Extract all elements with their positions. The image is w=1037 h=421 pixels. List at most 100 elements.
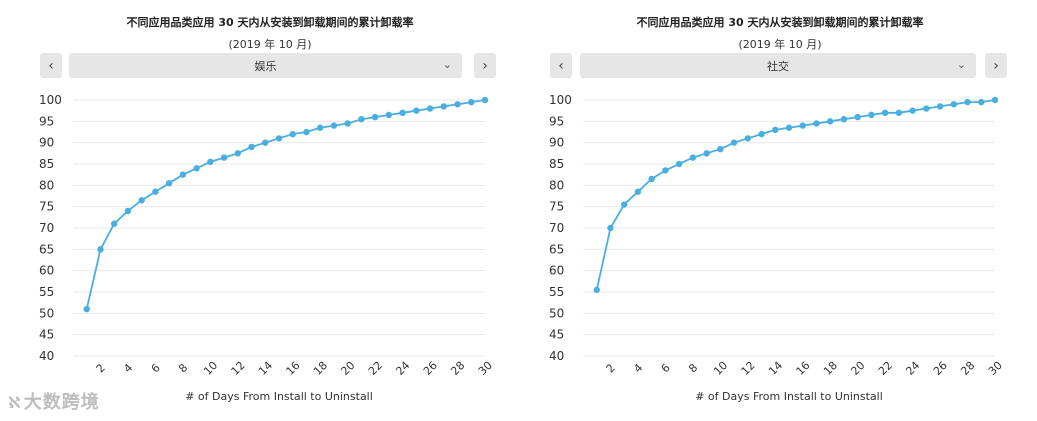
x-tick-label: 28 bbox=[448, 359, 467, 378]
x-axis-label: # of Days From Install to Uninstall bbox=[185, 390, 373, 403]
chart-title: 不同应用品类应用 30 天内从安装到卸载期间的累计卸载率 bbox=[126, 16, 414, 29]
x-tick-label: 26 bbox=[931, 359, 950, 378]
data-point bbox=[138, 197, 145, 204]
y-tick-label: 75 bbox=[549, 200, 564, 214]
x-tick-label: 10 bbox=[201, 359, 220, 378]
data-point bbox=[895, 109, 903, 116]
chevron-down-icon: ⌄ bbox=[956, 58, 966, 71]
data-point bbox=[248, 143, 255, 151]
category-select[interactable]: 社交 ⌄ bbox=[580, 53, 976, 78]
x-tick-label: 16 bbox=[284, 359, 303, 378]
data-point bbox=[289, 130, 296, 138]
y-tick-label: 40 bbox=[39, 349, 54, 363]
data-point bbox=[385, 111, 393, 119]
y-tick-label: 100 bbox=[39, 93, 62, 107]
y-tick-label: 95 bbox=[549, 114, 564, 128]
x-tick-label: 30 bbox=[476, 359, 495, 378]
y-tick-label: 60 bbox=[549, 264, 564, 278]
x-tick-label: 14 bbox=[766, 359, 785, 378]
x-tick-label: 26 bbox=[421, 359, 440, 378]
data-point bbox=[152, 188, 159, 195]
series-line bbox=[595, 99, 996, 291]
data-point bbox=[193, 165, 200, 172]
category-select[interactable]: 娱乐 ⌄ bbox=[69, 53, 462, 78]
data-point bbox=[413, 107, 420, 114]
x-tick-label: 12 bbox=[229, 359, 248, 378]
data-point bbox=[303, 128, 310, 136]
data-point bbox=[744, 135, 751, 142]
y-tick-label: 90 bbox=[39, 136, 54, 150]
x-tick-label: 20 bbox=[338, 359, 357, 378]
x-tick-label: 18 bbox=[821, 359, 840, 378]
x-tick-label: 4 bbox=[121, 361, 135, 375]
data-point bbox=[909, 107, 916, 114]
y-tick-label: 45 bbox=[39, 328, 54, 342]
x-axis-label: # of Days From Install to Uninstall bbox=[695, 390, 883, 403]
chart-title: 不同应用品类应用 30 天内从安装到卸载期间的累计卸载率 bbox=[636, 16, 924, 29]
data-point bbox=[689, 154, 697, 161]
data-point bbox=[730, 139, 738, 146]
x-tick-label: 12 bbox=[739, 359, 758, 378]
x-tick-label: 28 bbox=[958, 359, 977, 378]
data-point bbox=[785, 124, 793, 131]
y-tick-label: 65 bbox=[39, 242, 54, 256]
chevron-down-icon: ⌄ bbox=[442, 58, 452, 71]
y-tick-label: 85 bbox=[549, 157, 564, 171]
data-point bbox=[468, 98, 475, 106]
data-point bbox=[344, 120, 351, 127]
data-point bbox=[827, 118, 834, 125]
data-point bbox=[964, 98, 971, 106]
data-point bbox=[234, 150, 241, 157]
x-tick-label: 4 bbox=[631, 361, 645, 375]
data-point bbox=[648, 175, 655, 183]
y-tick-label: 90 bbox=[549, 136, 564, 150]
data-point bbox=[772, 126, 779, 134]
y-tick-label: 50 bbox=[39, 306, 54, 320]
data-point bbox=[881, 109, 889, 116]
next-category-button[interactable]: › bbox=[985, 53, 1007, 78]
data-point bbox=[440, 103, 447, 110]
x-tick-label: 2 bbox=[94, 361, 108, 375]
data-point bbox=[634, 188, 642, 195]
data-point bbox=[358, 116, 365, 123]
data-point bbox=[868, 111, 875, 119]
prev-category-button[interactable]: ‹ bbox=[40, 53, 62, 78]
x-tick-label: 2 bbox=[604, 361, 618, 375]
x-tick-label: 6 bbox=[659, 361, 673, 375]
data-point bbox=[978, 98, 985, 106]
x-tick-label: 18 bbox=[311, 359, 330, 378]
y-tick-label: 70 bbox=[549, 221, 564, 235]
y-tick-label: 40 bbox=[549, 349, 564, 363]
chart-subtitle: (2019 年 10 月) bbox=[738, 38, 822, 51]
y-tick-label: 55 bbox=[549, 285, 564, 299]
x-tick-label: 16 bbox=[794, 359, 813, 378]
data-point bbox=[83, 305, 90, 313]
prev-category-button[interactable]: ‹ bbox=[550, 53, 572, 78]
x-tick-label: 24 bbox=[903, 359, 922, 378]
chevron-left-icon: ‹ bbox=[558, 57, 564, 74]
data-point bbox=[950, 101, 957, 108]
data-point bbox=[371, 113, 379, 121]
x-tick-label: 6 bbox=[149, 361, 163, 375]
data-point bbox=[675, 160, 683, 168]
y-tick-label: 75 bbox=[39, 200, 54, 214]
data-point bbox=[758, 130, 765, 138]
data-point bbox=[854, 113, 861, 121]
y-tick-label: 80 bbox=[39, 178, 54, 192]
data-point bbox=[936, 103, 944, 110]
data-point bbox=[330, 122, 338, 129]
data-point bbox=[275, 135, 283, 142]
category-select-value: 社交 bbox=[767, 59, 789, 73]
data-point bbox=[991, 96, 999, 104]
data-point bbox=[220, 154, 228, 161]
data-point bbox=[840, 116, 848, 123]
data-point bbox=[481, 96, 489, 104]
x-tick-label: 22 bbox=[876, 359, 895, 378]
series-line bbox=[85, 99, 486, 310]
y-tick-label: 60 bbox=[39, 264, 54, 278]
x-tick-label: 30 bbox=[986, 359, 1005, 378]
x-tick-label: 22 bbox=[366, 359, 385, 378]
y-tick-label: 100 bbox=[549, 93, 572, 107]
next-category-button[interactable]: › bbox=[474, 53, 496, 78]
category-select-value: 娱乐 bbox=[254, 59, 277, 73]
